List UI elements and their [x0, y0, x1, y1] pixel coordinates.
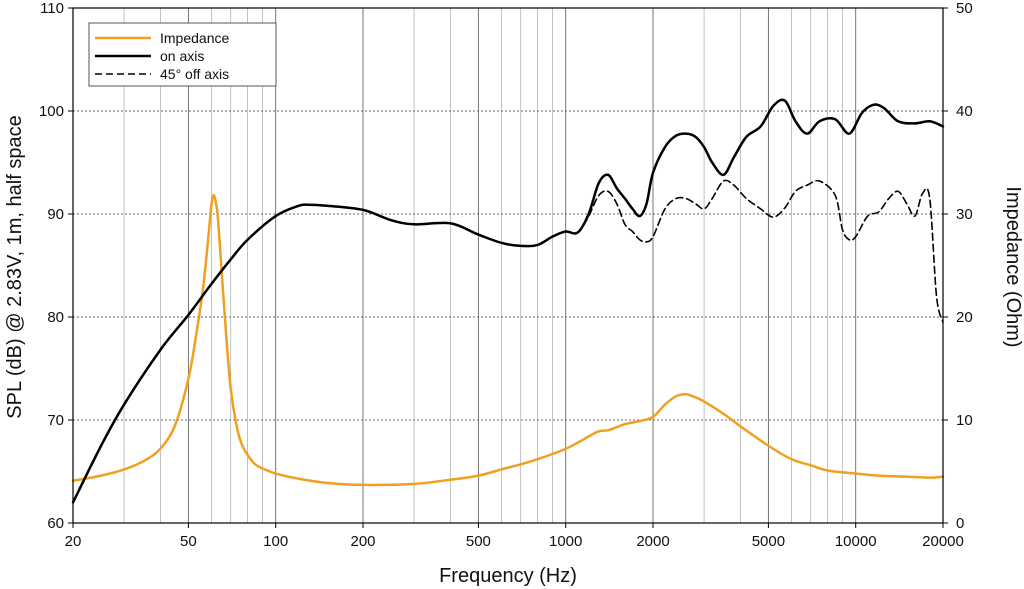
y-tick-label: 100	[39, 103, 64, 120]
x-tick-label: 200	[350, 533, 375, 550]
series-on-axis	[71, 98, 945, 504]
y-tick-label: 70	[47, 412, 64, 429]
plot-frame	[72, 7, 944, 524]
x-tick-label: 1000	[549, 533, 582, 550]
x-tick-label: 2000	[636, 533, 669, 550]
tick-labels: 20 50 100 200 500 1000 2000 5000 10000 2000060708…	[39, 0, 973, 550]
legend: Impedance on axis 45° off axis	[88, 22, 277, 87]
legend-label-off-axis: 45° off axis	[160, 66, 229, 82]
x-tick-label: 5000	[752, 533, 785, 550]
series-curves	[71, 98, 945, 504]
y-tick-label: 80	[47, 309, 64, 326]
y2-tick-label: 40	[956, 103, 973, 120]
legend-label-impedance: Impedance	[160, 30, 229, 46]
x-tick-label: 100	[263, 533, 288, 550]
x-tick-label: 500	[466, 533, 491, 550]
x-tick-label: 20000	[922, 533, 964, 550]
grid-lines	[73, 8, 943, 523]
y-tick-label: 90	[47, 206, 64, 223]
y2-tick-label: 50	[956, 0, 973, 17]
x-tick-label: 50	[180, 533, 197, 550]
y2-tick-label: 10	[956, 412, 973, 429]
y-tick-label: 110	[40, 0, 64, 17]
x-tick-label: 20	[65, 533, 82, 550]
series-45-off-axis	[564, 179, 944, 323]
legend-label-on-axis: on axis	[160, 48, 204, 64]
series-impedance	[71, 194, 945, 487]
y2-tick-label: 20	[956, 309, 973, 326]
y-axis-title: SPL (dB) @ 2.83V, 1m, half space	[4, 115, 26, 418]
y2-tick-label: 30	[956, 206, 973, 223]
y2-axis-title: Impedance (Ohm)	[1002, 186, 1024, 347]
x-tick-label: 10000	[835, 533, 877, 550]
legend-box	[88, 22, 277, 87]
x-axis-title: Frequency (Hz)	[439, 565, 577, 587]
y-tick-label: 60	[47, 515, 64, 532]
y2-tick-label: 0	[956, 515, 964, 532]
